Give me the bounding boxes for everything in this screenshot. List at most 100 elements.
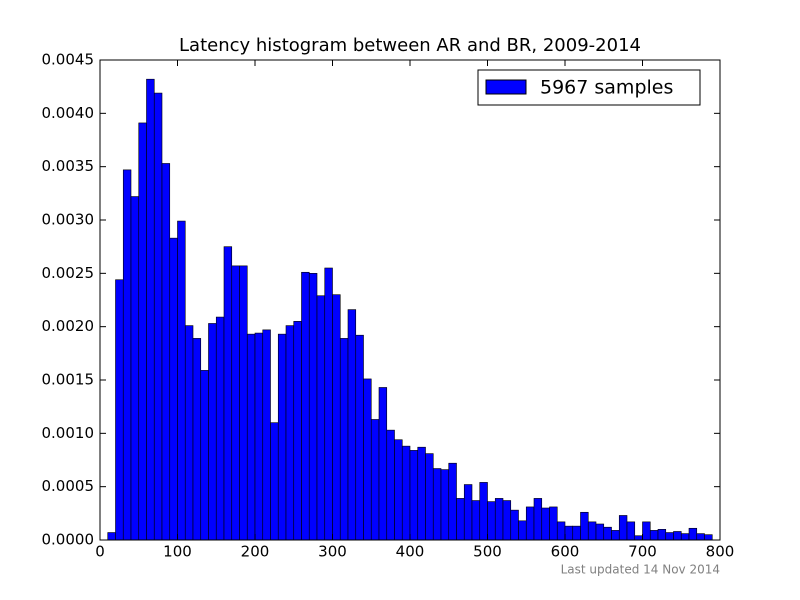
- y-tick-label: 0.0020: [42, 317, 95, 335]
- histogram-bar: [494, 498, 504, 541]
- histogram-bar: [146, 78, 155, 541]
- histogram-bar: [200, 370, 209, 541]
- histogram-bar: [580, 511, 589, 541]
- histogram-bar: [208, 323, 217, 541]
- histogram-bar: [440, 469, 450, 541]
- histogram-bar: [378, 387, 388, 541]
- y-tick-label: 0.0045: [42, 51, 95, 69]
- y-tick-label: 0.0040: [42, 104, 95, 122]
- histogram-bar: [138, 122, 147, 541]
- histogram-bar: [417, 446, 426, 541]
- histogram-bar: [587, 521, 597, 541]
- histogram-bar: [595, 523, 605, 541]
- histogram-bar: [611, 530, 620, 541]
- histogram-bar: [246, 333, 256, 541]
- histogram-bar: [223, 246, 233, 541]
- histogram-bar: [347, 309, 357, 541]
- histogram-bar: [564, 525, 574, 541]
- x-tick-label: 200: [241, 543, 270, 561]
- x-tick-label: 0: [95, 543, 105, 561]
- histogram-bar: [603, 526, 612, 541]
- histogram-bar: [479, 482, 488, 541]
- histogram-bar: [169, 237, 178, 541]
- y-tick-label: 0.0005: [42, 477, 95, 495]
- histogram-bar: [649, 530, 659, 541]
- histogram-bar: [549, 506, 558, 541]
- histogram-bar: [572, 525, 581, 541]
- histogram-bar: [401, 445, 411, 541]
- histogram-bar: [130, 196, 140, 541]
- x-tick-label: 700: [628, 543, 657, 561]
- histogram-bar: [239, 265, 248, 541]
- y-tick-label: 0.0000: [42, 531, 95, 549]
- histogram-bar: [533, 498, 543, 541]
- histogram-bar: [432, 468, 442, 541]
- histogram-bar: [463, 484, 473, 541]
- histogram-bar: [363, 378, 372, 541]
- histogram-bar: [122, 169, 132, 541]
- histogram-bar: [525, 506, 535, 541]
- histogram-bar: [673, 531, 682, 541]
- histogram-bar: [657, 529, 667, 541]
- histogram-bar: [541, 507, 550, 541]
- x-tick-label: 600: [551, 543, 580, 561]
- y-tick-label: 0.0035: [42, 157, 95, 175]
- x-tick-label: 500: [473, 543, 502, 561]
- histogram-bar: [510, 509, 519, 541]
- legend-swatch: [485, 79, 527, 95]
- y-tick-label: 0.0025: [42, 264, 95, 282]
- histogram-bar: [680, 533, 690, 541]
- histogram-bar: [324, 267, 333, 541]
- x-tick-label: 800: [706, 543, 735, 561]
- histogram-bar: [688, 527, 698, 541]
- x-tick-label: 400: [396, 543, 425, 561]
- histogram-bar: [425, 453, 434, 541]
- histogram-bar: [634, 535, 643, 541]
- histogram-bar: [184, 325, 194, 541]
- histogram-bar: [277, 333, 287, 541]
- x-tick-label: 300: [318, 543, 347, 561]
- histogram-bar: [456, 498, 465, 541]
- histogram-bar: [285, 325, 295, 541]
- histogram-bar: [270, 422, 279, 541]
- histogram-bar: [308, 273, 318, 541]
- footnote: Last updated 14 Nov 2014: [561, 563, 720, 577]
- histogram-bar: [107, 532, 116, 541]
- histogram-bar: [332, 294, 341, 541]
- histogram-bar: [115, 279, 124, 541]
- histogram-bar: [301, 271, 310, 541]
- y-tick-label: 0.0030: [42, 211, 95, 229]
- x-tick-label: 100: [163, 543, 192, 561]
- histogram-bar: [231, 265, 240, 541]
- histogram-bar: [394, 439, 403, 541]
- histogram-bar: [177, 220, 186, 541]
- histogram-bar: [704, 534, 713, 541]
- histogram-bar: [471, 500, 481, 541]
- histogram-bar: [192, 338, 202, 541]
- histogram-bar: [518, 520, 527, 541]
- histogram-bar: [355, 334, 364, 541]
- histogram-bar: [339, 338, 349, 541]
- histogram-bar: [153, 92, 163, 541]
- histogram-bar: [502, 500, 512, 541]
- histogram-bar: [386, 429, 395, 541]
- histogram-bar: [665, 532, 674, 541]
- histogram-bar: [642, 521, 651, 541]
- histogram-bar: [293, 321, 302, 541]
- histogram-bar: [696, 533, 705, 541]
- histogram-bar: [618, 515, 628, 541]
- histogram-bar: [254, 332, 264, 541]
- histogram-bar: [487, 501, 496, 541]
- histogram-bar: [316, 295, 326, 541]
- histogram-bar: [409, 450, 419, 541]
- histogram-bar: [161, 163, 171, 541]
- legend-label: 5967 samples: [540, 77, 673, 99]
- y-tick-label: 0.0010: [42, 424, 95, 442]
- histogram-bar: [556, 521, 566, 541]
- histogram-bar: [215, 316, 225, 541]
- y-tick-label: 0.0015: [42, 371, 95, 389]
- histogram-bar: [448, 462, 457, 541]
- chart-title: Latency histogram between AR and BR, 200…: [179, 35, 641, 56]
